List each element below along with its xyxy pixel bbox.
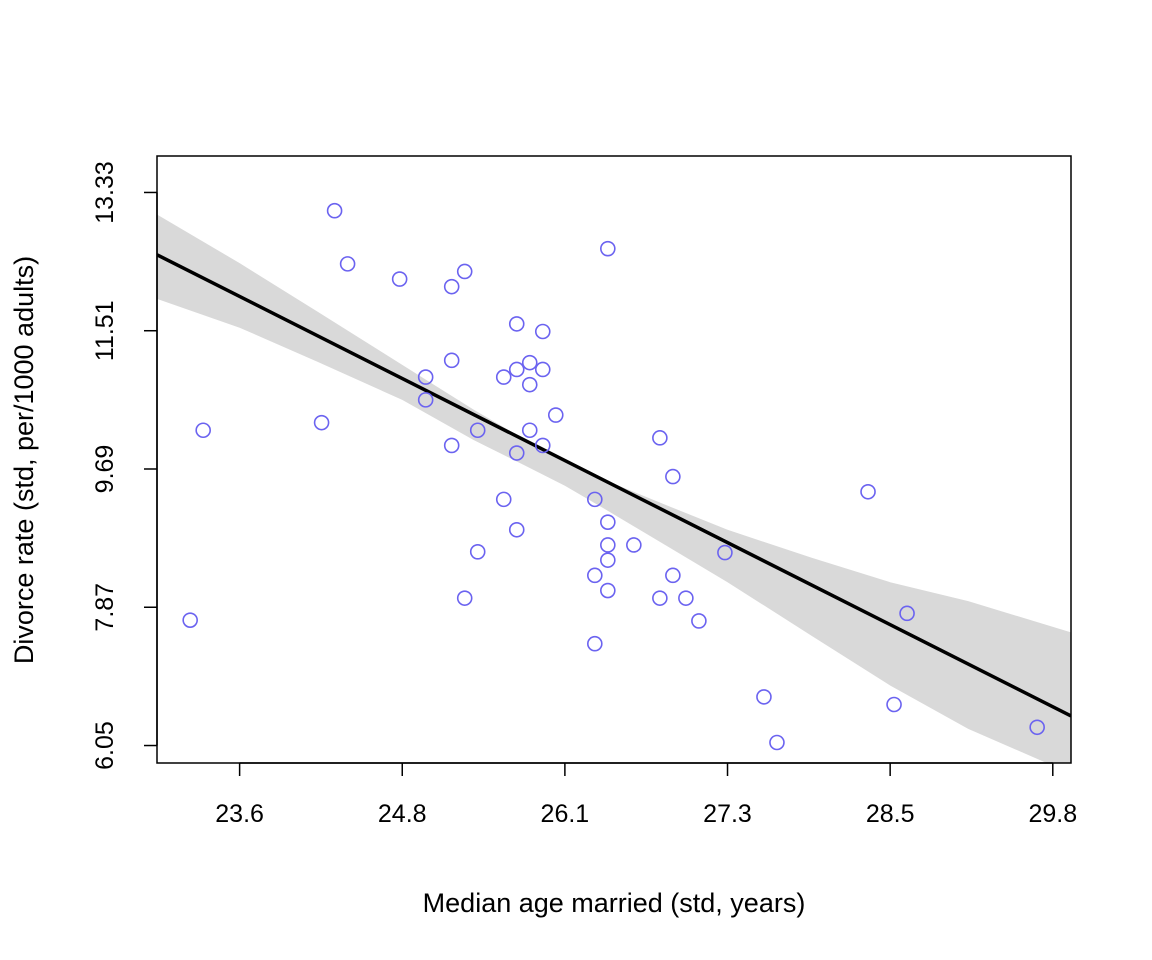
data-point-5 — [391, 271, 408, 287]
data-point-2 — [313, 414, 330, 431]
data-point-25 — [534, 361, 551, 378]
data-point-0 — [182, 612, 198, 628]
data-point-36 — [626, 537, 642, 553]
data-point-11 — [456, 263, 473, 280]
data-point-43 — [717, 544, 733, 561]
data-point-17 — [508, 445, 525, 461]
axes: 23.6 24.8 26.1 27.3 28.5 29.8 6.05 7.87 9.69 11.5… — [91, 155, 1077, 828]
confidence-band — [157, 214, 1071, 763]
data-point-29 — [587, 567, 603, 584]
data-point-12 — [456, 590, 473, 606]
data-point-40 — [665, 567, 681, 584]
data-point-49 — [1029, 719, 1045, 736]
y-tick-label-1: 7.87 — [91, 583, 119, 632]
y-tick-label-3: 11.51 — [91, 300, 119, 361]
y-tick-label-0: 6.05 — [91, 721, 119, 770]
data-point-21 — [521, 376, 538, 393]
data-point-48 — [899, 605, 915, 622]
data-point-27 — [547, 407, 564, 423]
x-tick-label-0: 23.6 — [215, 800, 264, 828]
data-point-10 — [443, 278, 460, 295]
data-point-19 — [508, 361, 525, 378]
y-axis-title: Divorce rate (std, per/1000 adults) — [9, 256, 39, 664]
x-tick-label-4: 28.5 — [866, 800, 915, 828]
data-point-14 — [469, 544, 486, 560]
data-point-24 — [534, 323, 551, 340]
data-point-42 — [691, 613, 707, 629]
data-point-8 — [443, 437, 460, 454]
data-point-39 — [665, 468, 681, 485]
data-point-13 — [469, 422, 486, 439]
data-point-7 — [417, 392, 434, 408]
regression-line — [157, 253, 1071, 718]
data-point-23 — [521, 422, 538, 439]
data-point-33 — [600, 537, 616, 553]
data-point-44 — [756, 689, 772, 705]
data-point-34 — [600, 552, 616, 568]
data-point-1 — [195, 422, 211, 439]
data-point-32 — [600, 514, 616, 530]
data-point-31 — [600, 240, 616, 257]
data-point-16 — [495, 491, 512, 508]
x-tick-label-5: 29.8 — [1028, 800, 1077, 828]
data-point-41 — [678, 590, 694, 606]
data-point-37 — [652, 430, 668, 446]
data-point-28 — [587, 491, 603, 508]
y-tick-label-4: 13.33 — [91, 161, 119, 224]
y-tick-label-2: 9.69 — [91, 445, 119, 494]
data-point-22 — [521, 354, 538, 371]
data-point-18 — [508, 521, 525, 538]
data-point-35 — [600, 582, 616, 599]
data-point-30 — [587, 635, 603, 652]
data-point-26 — [534, 437, 551, 454]
data-point-46 — [860, 483, 876, 500]
data-point-4 — [339, 256, 356, 272]
x-tick-label-1: 24.8 — [378, 800, 427, 828]
data-point-6 — [417, 369, 434, 385]
x-axis-title: Median age married (std, years) — [423, 888, 806, 918]
data-point-9 — [443, 352, 460, 369]
data-point-47 — [886, 696, 902, 713]
x-tick-label-3: 27.3 — [703, 800, 752, 828]
data-point-20 — [508, 316, 525, 332]
data-point-38 — [652, 590, 668, 606]
data-point-15 — [495, 369, 512, 385]
x-tick-label-2: 26.1 — [541, 800, 590, 828]
plot-clip-group — [157, 214, 1071, 763]
plot-area — [157, 202, 1071, 763]
data-point-3 — [326, 202, 343, 219]
data-point-45 — [769, 734, 785, 751]
